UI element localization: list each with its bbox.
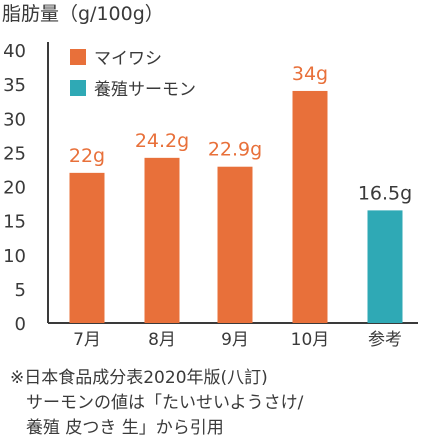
bar-value-labels: 22g 24.2g 22.9g 34g 16.5g xyxy=(69,63,412,204)
legend-swatch-1 xyxy=(70,80,86,96)
footnote-line-2: サーモンの値は「たいせいようさけ/ xyxy=(26,393,304,413)
x-tick-label-3: 10月 xyxy=(291,330,330,350)
legend-label-1: 養殖サーモン xyxy=(94,80,196,100)
y-tick-label-20: 20 xyxy=(3,178,26,199)
y-tick-label-35: 35 xyxy=(3,75,26,96)
bar-value-label-3: 34g xyxy=(292,63,328,85)
bar-salmon-4 xyxy=(367,210,403,323)
y-tick-label-30: 30 xyxy=(3,109,26,130)
y-tick-label-0: 0 xyxy=(15,314,26,335)
y-tick-label-15: 15 xyxy=(3,212,26,233)
x-axis-ticks: 7月 8月 9月 10月 参考 xyxy=(73,330,402,350)
x-tick-label-2: 9月 xyxy=(221,330,249,350)
bar-value-label-0: 22g xyxy=(69,145,105,167)
footnote-line-3: 養殖 皮つき 生」から引用 xyxy=(26,418,224,438)
x-tick-label-1: 8月 xyxy=(148,330,176,350)
y-tick-label-5: 5 xyxy=(15,280,26,301)
legend-label-0: マイワシ xyxy=(94,49,162,69)
bar-value-label-2: 22.9g xyxy=(208,139,262,161)
y-tick-label-40: 40 xyxy=(3,41,26,62)
footnote: ※日本食品成分表2020年版(八訂) サーモンの値は「たいせいようさけ/ 養殖 … xyxy=(10,366,430,441)
bar-sardine-3 xyxy=(292,90,328,323)
bar-value-label-1: 24.2g xyxy=(135,130,189,152)
y-tick-label-10: 10 xyxy=(3,246,26,267)
legend-swatch-0 xyxy=(70,49,86,65)
x-tick-label-0: 7月 xyxy=(73,330,101,350)
bar-sardine-2 xyxy=(217,166,253,323)
bar-sardine-1 xyxy=(144,157,180,323)
bars xyxy=(69,90,403,323)
y-axis-ticks: 0 5 10 15 20 25 30 35 40 xyxy=(3,41,26,335)
footnote-line-1: ※日本食品成分表2020年版(八訂) xyxy=(10,368,268,388)
y-tick-label-25: 25 xyxy=(3,143,26,164)
x-tick-label-4: 参考 xyxy=(368,330,402,350)
bar-sardine-0 xyxy=(69,172,105,323)
bar-value-label-4: 16.5g xyxy=(358,182,412,204)
y-axis-title: 脂肪量（g/100g） xyxy=(2,3,164,25)
